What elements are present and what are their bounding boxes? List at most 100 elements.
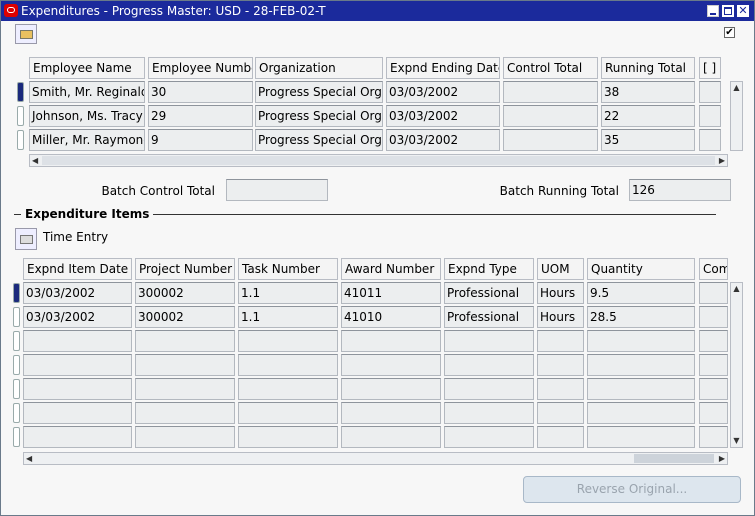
cell[interactable] <box>341 330 441 352</box>
cell[interactable]: Johnson, Ms. Tracy <box>29 105 145 127</box>
row-indicator[interactable] <box>17 106 24 126</box>
cell[interactable] <box>699 129 721 151</box>
cell[interactable] <box>587 354 695 376</box>
cell[interactable]: 41011 <box>341 282 441 304</box>
cell[interactable] <box>444 402 534 424</box>
cell[interactable] <box>699 426 728 448</box>
cell[interactable] <box>341 402 441 424</box>
maximize-button[interactable] <box>722 5 734 17</box>
cell[interactable] <box>587 402 695 424</box>
cell[interactable] <box>503 129 598 151</box>
cell[interactable] <box>699 354 728 376</box>
row-indicator[interactable] <box>17 82 24 102</box>
row-indicator[interactable] <box>13 379 20 399</box>
batch-control-field[interactable] <box>226 179 328 201</box>
row-indicator[interactable] <box>13 283 20 303</box>
cell[interactable]: 22 <box>601 105 695 127</box>
cell[interactable]: 03/03/2002 <box>386 105 500 127</box>
cell[interactable]: 35 <box>601 129 695 151</box>
cell[interactable] <box>444 378 534 400</box>
cell[interactable] <box>341 426 441 448</box>
cell[interactable]: 300002 <box>135 306 235 328</box>
cell[interactable] <box>135 354 235 376</box>
close-button[interactable]: ✕ <box>737 4 749 17</box>
cell[interactable] <box>238 426 338 448</box>
cell[interactable] <box>587 330 695 352</box>
cell[interactable]: Miller, Mr. Raymond <box>29 129 145 151</box>
cell[interactable]: 29 <box>148 105 253 127</box>
cell[interactable] <box>135 330 235 352</box>
cell[interactable] <box>537 378 584 400</box>
row-indicator[interactable] <box>13 331 20 351</box>
cell[interactable]: Progress Special Org <box>255 105 383 127</box>
reverse-original-button[interactable]: Reverse Original... <box>523 476 741 503</box>
cell[interactable]: 1.1 <box>238 282 338 304</box>
cell[interactable] <box>341 378 441 400</box>
vertical-scrollbar[interactable]: ▲ ▼ <box>730 282 743 448</box>
cell[interactable] <box>537 330 584 352</box>
cell[interactable]: Smith, Mr. Reginald <box>29 81 145 103</box>
cell[interactable] <box>444 426 534 448</box>
horizontal-scrollbar[interactable]: ◀ ▶ <box>23 452 728 465</box>
vertical-scrollbar[interactable]: ▲ <box>730 81 743 151</box>
cell[interactable]: Hours <box>537 306 584 328</box>
cell[interactable] <box>23 378 132 400</box>
cell[interactable] <box>238 330 338 352</box>
cell[interactable] <box>699 105 721 127</box>
cell[interactable] <box>699 282 728 304</box>
batch-running-field[interactable]: 126 <box>629 179 731 201</box>
cell[interactable] <box>699 330 728 352</box>
cell[interactable]: Hours <box>537 282 584 304</box>
cell[interactable]: 300002 <box>135 282 235 304</box>
cell[interactable] <box>699 402 728 424</box>
cell[interactable] <box>444 354 534 376</box>
row-indicator[interactable] <box>13 355 20 375</box>
cell[interactable]: Professional <box>444 306 534 328</box>
cell[interactable]: 9.5 <box>587 282 695 304</box>
horizontal-scrollbar[interactable]: ◀ ▶ <box>29 154 728 167</box>
cell[interactable]: 30 <box>148 81 253 103</box>
row-indicator[interactable] <box>13 427 20 447</box>
cell[interactable]: 03/03/2002 <box>386 129 500 151</box>
cell[interactable] <box>503 105 598 127</box>
cell[interactable] <box>503 81 598 103</box>
cell[interactable]: Progress Special Org <box>255 81 383 103</box>
cell[interactable]: Professional <box>444 282 534 304</box>
cell[interactable]: Progress Special Org <box>255 129 383 151</box>
row-indicator[interactable] <box>13 307 20 327</box>
cell[interactable] <box>23 354 132 376</box>
cell[interactable] <box>238 354 338 376</box>
cell[interactable]: 03/03/2002 <box>386 81 500 103</box>
cell[interactable] <box>699 81 721 103</box>
time-entry-label[interactable]: Time Entry <box>43 230 109 244</box>
cell[interactable] <box>23 426 132 448</box>
folder-button[interactable] <box>15 24 37 44</box>
cell[interactable] <box>444 330 534 352</box>
cell[interactable] <box>238 378 338 400</box>
cell[interactable] <box>587 426 695 448</box>
cell[interactable]: 03/03/2002 <box>23 282 132 304</box>
cell[interactable]: 28.5 <box>587 306 695 328</box>
cell[interactable] <box>699 378 728 400</box>
cell[interactable] <box>135 402 235 424</box>
cell[interactable] <box>238 402 338 424</box>
cell[interactable]: 38 <box>601 81 695 103</box>
minimize-button[interactable] <box>707 5 719 17</box>
cell[interactable] <box>341 354 441 376</box>
cell[interactable] <box>699 306 728 328</box>
cell[interactable] <box>537 426 584 448</box>
cell[interactable]: 41010 <box>341 306 441 328</box>
cell[interactable]: 03/03/2002 <box>23 306 132 328</box>
time-entry-icon[interactable] <box>15 228 37 250</box>
checkbox[interactable]: ✔ <box>724 27 735 38</box>
cell[interactable] <box>587 378 695 400</box>
cell[interactable] <box>23 330 132 352</box>
row-indicator[interactable] <box>13 403 20 423</box>
cell[interactable] <box>537 354 584 376</box>
cell[interactable]: 1.1 <box>238 306 338 328</box>
cell[interactable] <box>537 402 584 424</box>
row-indicator[interactable] <box>17 130 24 150</box>
cell[interactable] <box>135 378 235 400</box>
cell[interactable] <box>135 426 235 448</box>
cell[interactable] <box>23 402 132 424</box>
